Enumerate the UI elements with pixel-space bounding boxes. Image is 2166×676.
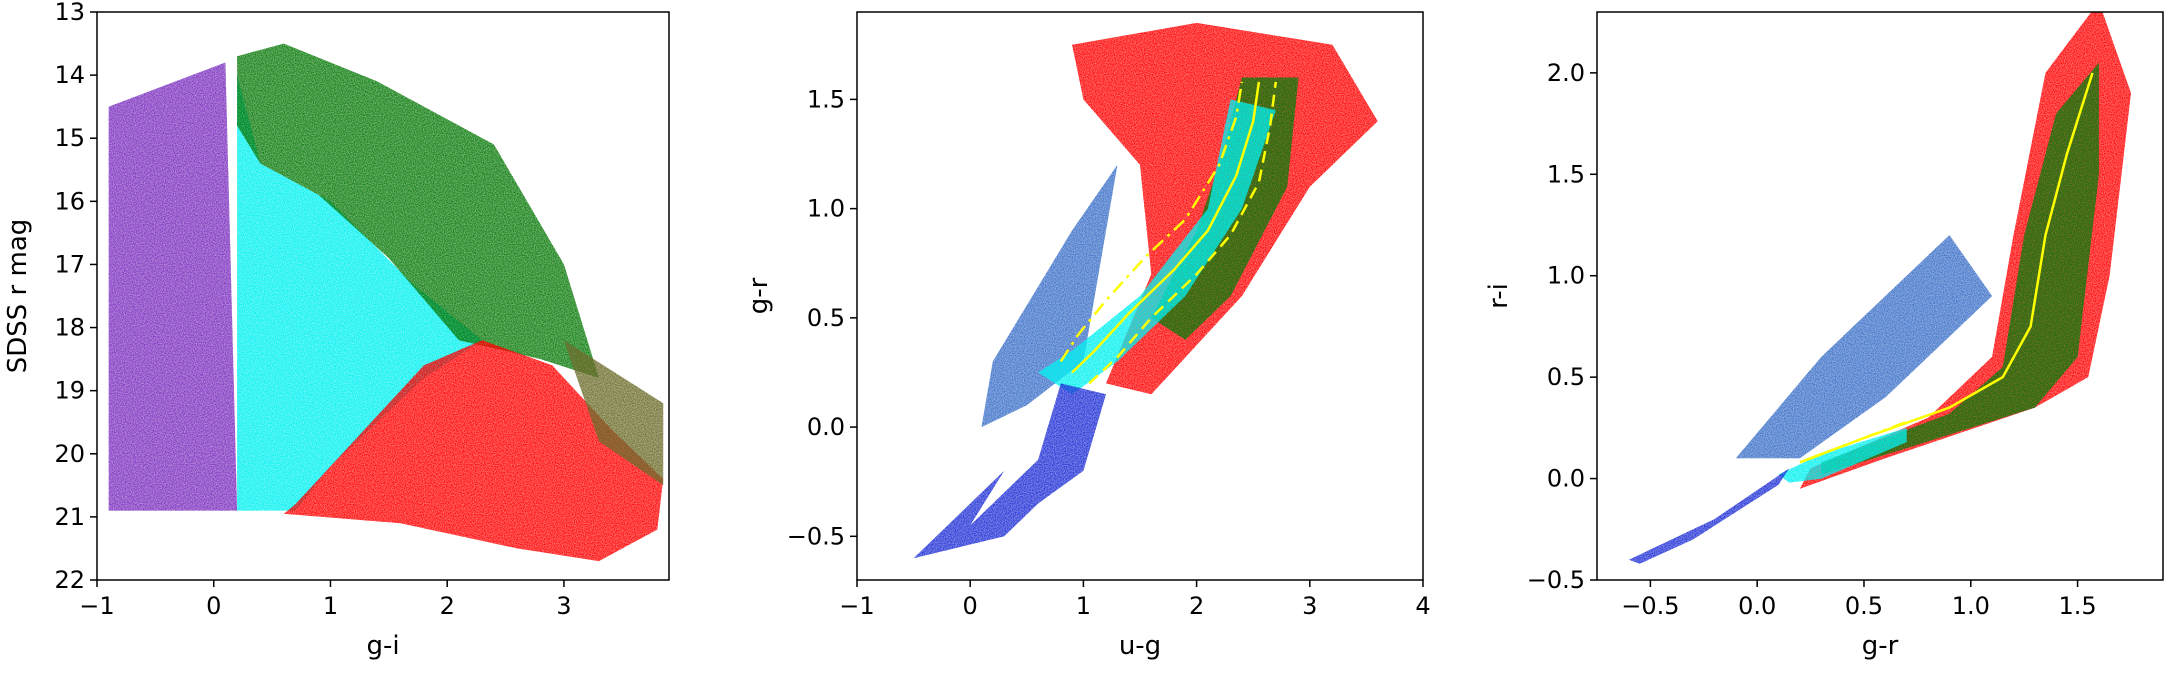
fit-line-dashdot [1059,81,1244,363]
y-tick-label: 14 [54,61,85,89]
x-tick-label: 0 [963,592,978,620]
x-tick-label: 1 [323,592,338,620]
x-tick-label: 3 [556,592,571,620]
scatter-series-4-core [283,340,664,562]
x-tick-label: 1.0 [1952,592,1990,620]
y-axis-label: r-i [1484,283,1514,309]
y-tick-label: 1.5 [807,85,845,113]
axes-frame [1596,11,2164,581]
panel-2: −1 0 1 2 3 4 −0.5 0.0 0.5 1.0 1.5 u-g g-r [744,11,1431,661]
panel-1: −1 0 1 2 3 13 14 15 16 17 18 19 20 21 22 g-i SDSS r mag [3,0,670,661]
y-tick-label: 22 [54,566,85,594]
y-tick-label: 20 [54,440,85,468]
scatter-clouds [1629,12,2131,564]
x-tick-label: 1 [1076,592,1091,620]
y-tick-label: 0.5 [1547,363,1585,391]
scatter-clouds [913,22,1378,559]
x-tick-label: 2 [1189,592,1204,620]
x-tick-label: 0.5 [1845,592,1883,620]
fit-line-solid [1071,81,1261,374]
scatter-series-5-core [913,383,1106,559]
y-axis-label: SDSS r mag [3,219,33,374]
fit-line-dashdot [1810,420,1908,460]
scatter-series-1-core [981,164,1118,428]
y-tick-label: 2.0 [1547,59,1585,87]
y-tick-label: −0.5 [1527,566,1585,594]
x-tick-label: 4 [1415,592,1430,620]
axes-frame [856,11,1424,581]
y-axis-label: g-r [744,277,774,314]
x-tick-label: 0.0 [1738,592,1776,620]
fit-line-dashed [1088,81,1278,385]
y-tick-label: 21 [54,503,85,531]
scatter-series-4-core [1038,99,1276,395]
x-tick-label: 1.5 [2058,592,2096,620]
y-tick-label: 15 [54,124,85,152]
y-tick-label: 0.5 [807,304,845,332]
x-axis-label: g-i [366,631,399,661]
scatter-series-5-core [1629,468,1790,564]
y-tick-label: 1.0 [1547,262,1585,290]
x-tick-label: 2 [440,592,455,620]
x-tick-label: 0 [206,592,221,620]
axes-frame [96,11,670,581]
scatter-series-1-core [1735,235,1993,459]
scatter-series-1-core [108,62,238,511]
x-tick-label: −1 [79,592,114,620]
scatter-series-5-core [563,340,664,486]
scatter-clouds [108,43,664,562]
x-tick-label: −1 [839,592,874,620]
y-tick-label: 18 [54,314,85,342]
y-tick-label: 1.0 [807,195,845,223]
y-tick-label: 19 [54,377,85,405]
scatter-series-4-core [1778,427,1907,483]
y-tick-label: 16 [54,187,85,215]
fit-line-solid [1799,72,2094,464]
x-axis-label: g-r [1862,631,1899,661]
y-tick-label: 17 [54,250,85,278]
y-tick-label: 0.0 [1547,465,1585,493]
y-tick-label: 0.0 [807,413,845,441]
x-axis-label: u-g [1119,631,1161,661]
y-tick-label: 13 [54,0,85,26]
scatter-series-2-core [237,75,483,511]
x-tick-label: 3 [1302,592,1317,620]
scatter-series-3-core [237,43,599,378]
y-tick-label: 1.5 [1547,160,1585,188]
x-tick-label: −0.5 [1621,592,1679,620]
panel-3: −0.5 0.0 0.5 1.0 1.5 −0.5 0.0 0.5 1.0 1.5 2.0 g-r r-… [1484,11,2164,661]
scatter-series-3-core [1821,62,2099,475]
y-tick-label: −0.5 [787,522,845,550]
